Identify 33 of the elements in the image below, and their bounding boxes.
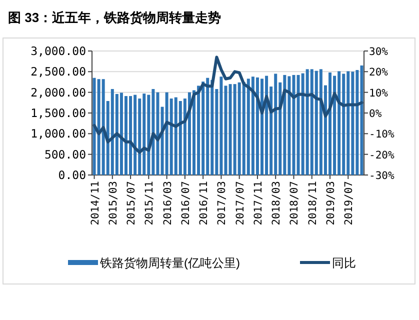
y-tick-label: 2,000.00 xyxy=(30,85,86,100)
y2-tick-label: -20% xyxy=(369,149,395,162)
y-tick-label: 1,000.00 xyxy=(30,126,86,141)
y-tick-label: 3,000.00 xyxy=(30,44,86,58)
x-tick-label: 2018/07 xyxy=(288,181,301,226)
x-tick-label: 2014/11 xyxy=(89,181,102,226)
x-tick-label: 2017/07 xyxy=(234,181,246,226)
x-tick-label: 2016/07 xyxy=(180,181,192,226)
x-tick-label: 2015/07 xyxy=(126,181,138,226)
y2-tick-label: 30% xyxy=(369,46,389,58)
legend-label: 铁路货物周转量(亿吨公里) xyxy=(99,256,240,270)
x-tick-label: 2018/03 xyxy=(270,181,283,226)
x-tick-label: 2019/03 xyxy=(325,181,337,226)
x-tick-label: 2015/11 xyxy=(144,181,156,226)
x-tick-label: 2016/03 xyxy=(162,181,174,226)
y2-tick-label: 10% xyxy=(369,87,389,100)
line-series xyxy=(92,56,364,154)
y2-tick-label: -10% xyxy=(369,128,395,141)
x-tick-label: 2018/11 xyxy=(306,181,319,226)
y-tick-label: 0.00 xyxy=(58,168,86,182)
x-tick-label: 2017/03 xyxy=(216,181,228,226)
legend-label: 同比 xyxy=(332,256,356,270)
y-tick-label: 2,500.00 xyxy=(30,64,86,79)
y2-tick-label: -30% xyxy=(369,170,395,182)
y2-tick-label: 20% xyxy=(369,66,389,79)
x-tick-label: 2015/03 xyxy=(107,181,120,226)
y-tick-label: 1,500.00 xyxy=(30,106,86,120)
x-tick-label: 2017/11 xyxy=(252,181,264,226)
y-tick-label: 500.00 xyxy=(44,147,86,162)
x-tick-label: 2019/07 xyxy=(343,181,356,226)
chart-title: 图 33：近五年，铁路货物周转量走势 xyxy=(8,10,222,25)
x-tick-label: 2016/11 xyxy=(198,181,210,226)
y2-tick-label: 0% xyxy=(369,108,382,120)
